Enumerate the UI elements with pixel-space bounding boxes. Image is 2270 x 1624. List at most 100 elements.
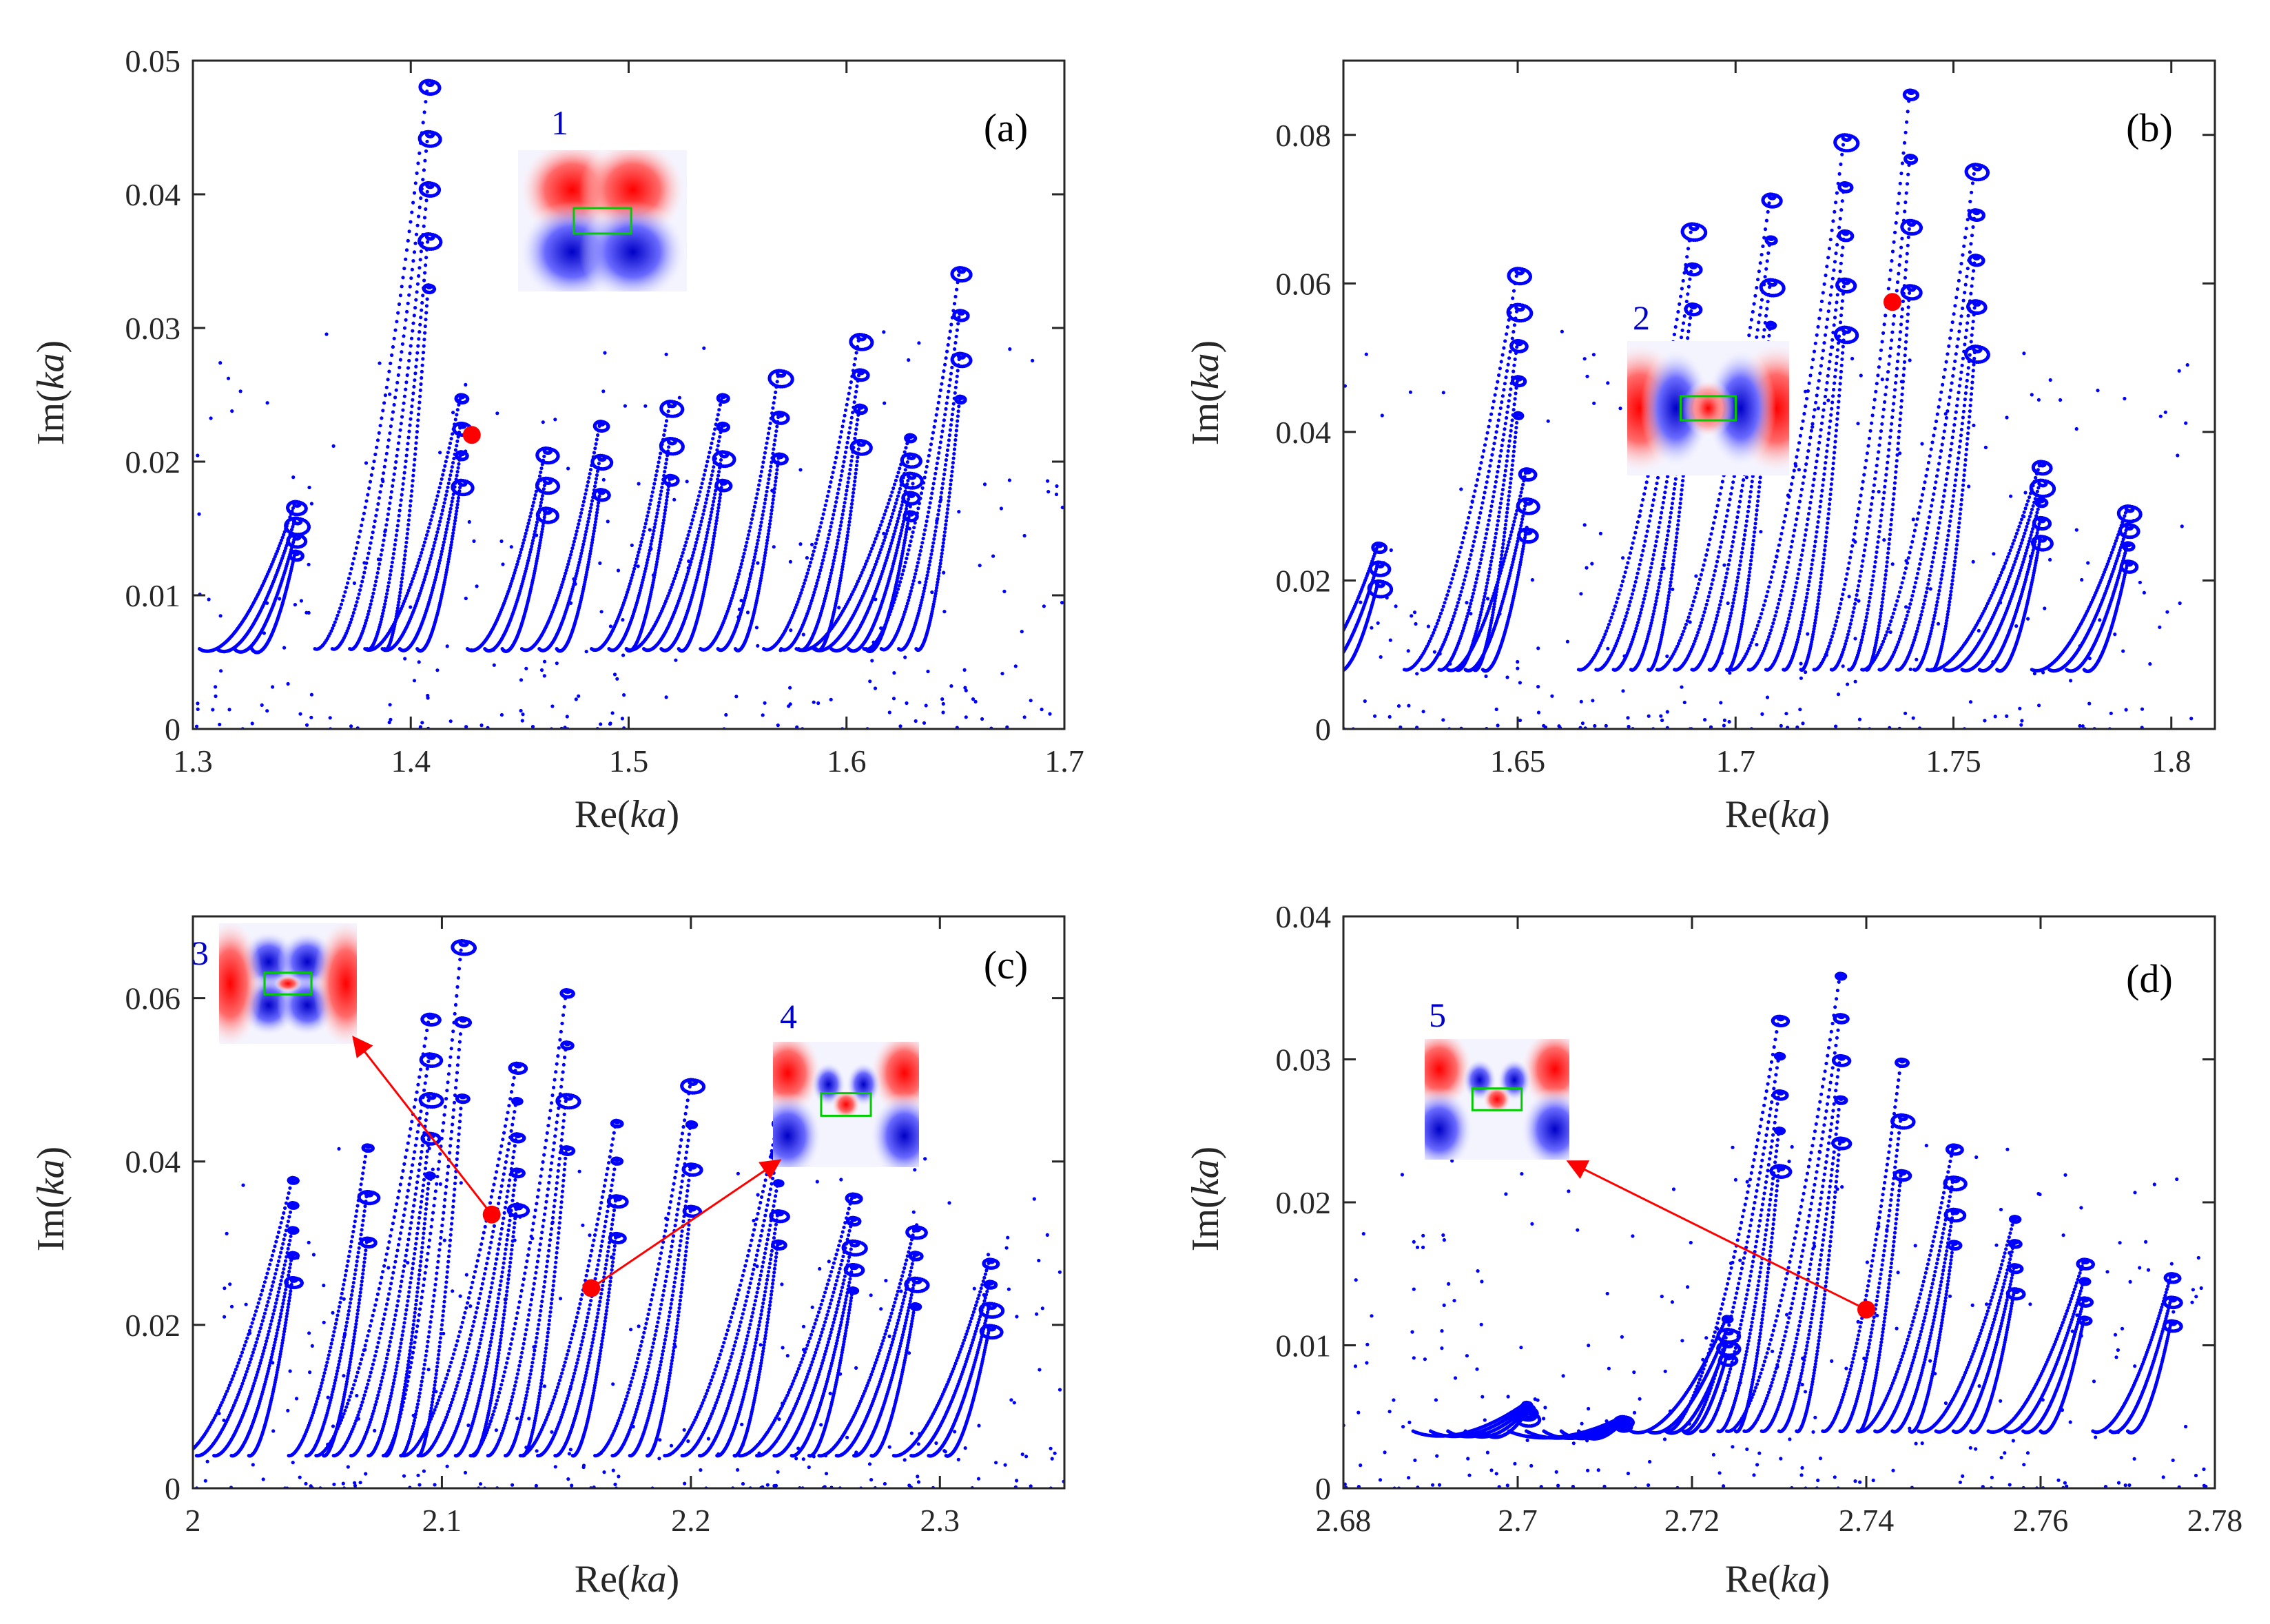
- panel-a: 1.3 1.4 1.5 1.6 1.700.010.020.030.040.05 (a)…: [30, 43, 1084, 836]
- data-point: [360, 523, 364, 528]
- data-point: [367, 609, 371, 613]
- data-point: [856, 455, 860, 460]
- data-point: [337, 610, 341, 614]
- data-point: [823, 548, 827, 552]
- data-point: [770, 505, 774, 509]
- data-point: [852, 491, 856, 495]
- data-point: [406, 522, 411, 527]
- data-point: [702, 508, 706, 513]
- data-point: [458, 451, 462, 455]
- data-point: [370, 535, 374, 540]
- data-point: [591, 532, 596, 536]
- data-point: [753, 552, 757, 556]
- data-point: [855, 384, 859, 389]
- data-point: [809, 560, 813, 565]
- data-point: [820, 562, 824, 566]
- data-point: [524, 531, 528, 535]
- data-point: [829, 521, 834, 525]
- data-point: [375, 438, 380, 442]
- data-point: [729, 599, 733, 603]
- data-point: [400, 576, 404, 581]
- data-point: [823, 594, 828, 598]
- data-point: [750, 517, 754, 522]
- data-point: [514, 565, 518, 569]
- data-point: [682, 583, 686, 588]
- data-point: [591, 535, 595, 539]
- data-point: [376, 566, 381, 571]
- data-point: [770, 411, 774, 415]
- data-point: [339, 602, 344, 606]
- data-point: [589, 546, 593, 551]
- data-point: [535, 486, 539, 490]
- data-point: [772, 494, 776, 498]
- data-point: [856, 441, 860, 446]
- data-point: [665, 495, 670, 499]
- data-point: [597, 456, 601, 460]
- data-point: [688, 563, 692, 567]
- data-point: [813, 545, 817, 550]
- data-point: [709, 551, 713, 556]
- data-point: [375, 575, 379, 579]
- data-point: [388, 501, 392, 505]
- data-point: [719, 480, 723, 484]
- data-point: [580, 507, 584, 511]
- data-point: [421, 351, 426, 355]
- data-point: [715, 481, 719, 485]
- data-point: [450, 537, 454, 542]
- data-point: [710, 546, 714, 550]
- data-point: [450, 500, 454, 504]
- data-point: [856, 418, 860, 422]
- data-point: [402, 557, 406, 562]
- data-point: [364, 499, 369, 503]
- data-point: [823, 551, 827, 555]
- data-point: [847, 472, 852, 476]
- data-point: [856, 370, 860, 374]
- data-point: [763, 557, 767, 561]
- data-point: [844, 493, 848, 497]
- data-point: [435, 570, 440, 574]
- data-point: [659, 446, 663, 451]
- data-point: [759, 573, 763, 577]
- data-point: [414, 567, 418, 571]
- data-point: [400, 350, 404, 354]
- data-point: [377, 431, 381, 435]
- data-point: [728, 602, 732, 606]
- data-point: [661, 524, 665, 528]
- data-point: [838, 478, 843, 482]
- data-point: [713, 528, 717, 532]
- data-point: [411, 329, 415, 333]
- data-point: [746, 582, 750, 586]
- data-point: [739, 562, 743, 566]
- data-point: [417, 407, 421, 411]
- data-point: [420, 241, 424, 245]
- data-point: [818, 525, 823, 529]
- data-point: [773, 438, 777, 442]
- data-point: [453, 485, 457, 489]
- data-point: [718, 402, 722, 407]
- data-point: [762, 505, 766, 509]
- data-point: [533, 529, 537, 534]
- data-point: [758, 478, 762, 483]
- data-point: [575, 571, 579, 575]
- data-point: [446, 451, 451, 455]
- data-point: [832, 513, 836, 517]
- data-point: [642, 529, 646, 533]
- data-point: [278, 541, 282, 545]
- data-point: [714, 519, 719, 523]
- data-point: [577, 560, 581, 564]
- data-point: [375, 508, 379, 512]
- data-point: [406, 301, 410, 305]
- data-point: [716, 444, 720, 448]
- data-point: [402, 401, 406, 405]
- data-point: [517, 557, 521, 561]
- data-point: [329, 629, 333, 633]
- data-point: [422, 540, 427, 544]
- data-point: [582, 539, 586, 544]
- data-point: [765, 436, 770, 440]
- data-point: [451, 496, 455, 500]
- data-point: [376, 502, 380, 506]
- data-point: [424, 256, 429, 260]
- data-point: [854, 463, 859, 468]
- data-point: [445, 524, 449, 528]
- data-point: [529, 547, 533, 551]
